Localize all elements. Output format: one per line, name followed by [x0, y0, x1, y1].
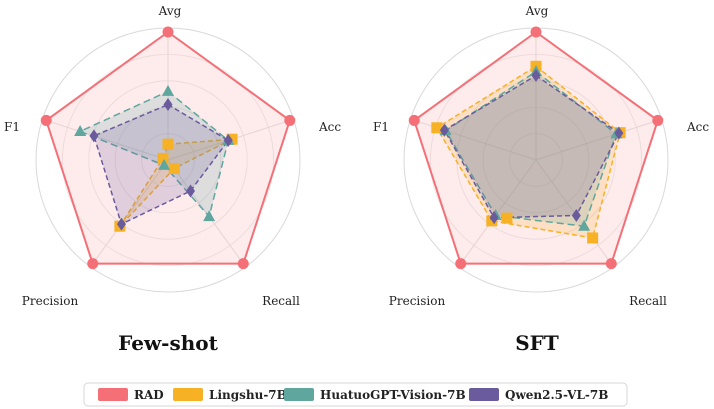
point-lingshu-7b-acc — [226, 133, 238, 145]
radar-series-layer — [40, 26, 296, 270]
point-qwen2-5-vl-7b-f1 — [439, 123, 449, 137]
radar-series-layer — [408, 26, 664, 270]
legend-label-lingshu: Lingshu-7B — [209, 388, 287, 402]
legend-swatch-qwen — [469, 388, 499, 401]
legend-swatch-huatuogpt — [284, 388, 314, 401]
point-qwen2-5-vl-7b-recall — [571, 209, 581, 223]
axis-label-avg: Avg — [525, 4, 549, 18]
point-huatuogpt-vision-7b-recall — [203, 210, 216, 222]
point-lingshu-7b-f1 — [157, 152, 169, 164]
point-qwen2-5-vl-7b-precision — [489, 211, 499, 225]
series-area-qwen2-5-vl-7b — [93, 103, 230, 225]
point-rad-avg — [530, 26, 542, 38]
point-rad-precision — [87, 258, 99, 270]
point-lingshu-7b-recall — [168, 163, 180, 175]
point-rad-recall — [237, 258, 249, 270]
panel-title-sft: SFT — [515, 331, 559, 355]
legend-label-qwen: Qwen2.5-VL-7B — [505, 388, 608, 402]
axis-label-f1: F1 — [373, 120, 389, 134]
point-huatuogpt-vision-7b-precision — [158, 158, 171, 170]
point-qwen2-5-vl-7b-precision — [116, 217, 126, 231]
point-qwen2-5-vl-7b-recall — [186, 184, 196, 198]
point-rad-precision — [455, 258, 467, 270]
point-rad-acc — [284, 114, 296, 126]
point-rad-acc — [652, 114, 664, 126]
point-lingshu-7b-recall — [587, 232, 599, 244]
axis-label-recall: Recall — [262, 294, 300, 308]
point-lingshu-7b-f1 — [431, 122, 443, 134]
legend-swatch-lingshu — [173, 388, 203, 401]
point-rad-avg — [162, 26, 174, 38]
point-qwen2-5-vl-7b-acc — [614, 126, 624, 140]
axis-label-precision: Precision — [22, 294, 79, 308]
legend-label-rad: RAD — [134, 388, 164, 402]
axis-label-recall: Recall — [629, 294, 667, 308]
series-area-lingshu-7b — [436, 65, 621, 239]
radar-grid — [403, 27, 669, 293]
point-rad-f1 — [40, 114, 52, 126]
series-area-rad — [413, 31, 659, 265]
panel-title-few-shot: Few-shot — [118, 331, 218, 355]
axis-label-acc: Acc — [318, 120, 341, 134]
grid-spoke-acc — [535, 118, 662, 161]
series-area-qwen2-5-vl-7b — [443, 74, 620, 219]
point-lingshu-7b-extra — [501, 212, 513, 224]
axis-label-f1: F1 — [4, 120, 20, 134]
point-huatuogpt-vision-7b-f1 — [74, 124, 87, 136]
point-rad-recall — [605, 258, 617, 270]
legend-swatch-rad — [98, 388, 128, 401]
series-area-huatuogpt-vision-7b — [444, 70, 618, 227]
axis-label-precision: Precision — [389, 294, 446, 308]
point-qwen2-5-vl-7b-acc — [223, 133, 233, 147]
point-qwen2-5-vl-7b-avg — [531, 69, 541, 83]
point-huatuogpt-vision-7b-recall — [578, 219, 591, 231]
radar-panel-sft: Avg Acc Recall Precision F1 SFT — [373, 4, 709, 355]
point-lingshu-7b-precision — [486, 215, 498, 227]
legend-label-huatuogpt: HuatuoGPT-Vision-7B — [320, 388, 466, 402]
radar-panel-few-shot: Avg Acc Recall Precision F1 Few-shot — [4, 4, 341, 355]
point-huatuogpt-vision-7b-avg — [162, 84, 174, 96]
point-qwen2-5-vl-7b-f1 — [89, 129, 99, 143]
legend: RAD Lingshu-7B HuatuoGPT-Vision-7B Qwen2… — [83, 382, 628, 407]
point-rad-f1 — [408, 114, 420, 126]
grid-spoke-f1 — [42, 118, 169, 161]
axis-label-acc: Acc — [686, 120, 709, 134]
axis-label-avg: Avg — [158, 4, 182, 18]
point-lingshu-7b-avg — [162, 138, 174, 150]
point-qwen2-5-vl-7b-avg — [163, 98, 173, 112]
grid-spoke-precision — [90, 159, 169, 268]
